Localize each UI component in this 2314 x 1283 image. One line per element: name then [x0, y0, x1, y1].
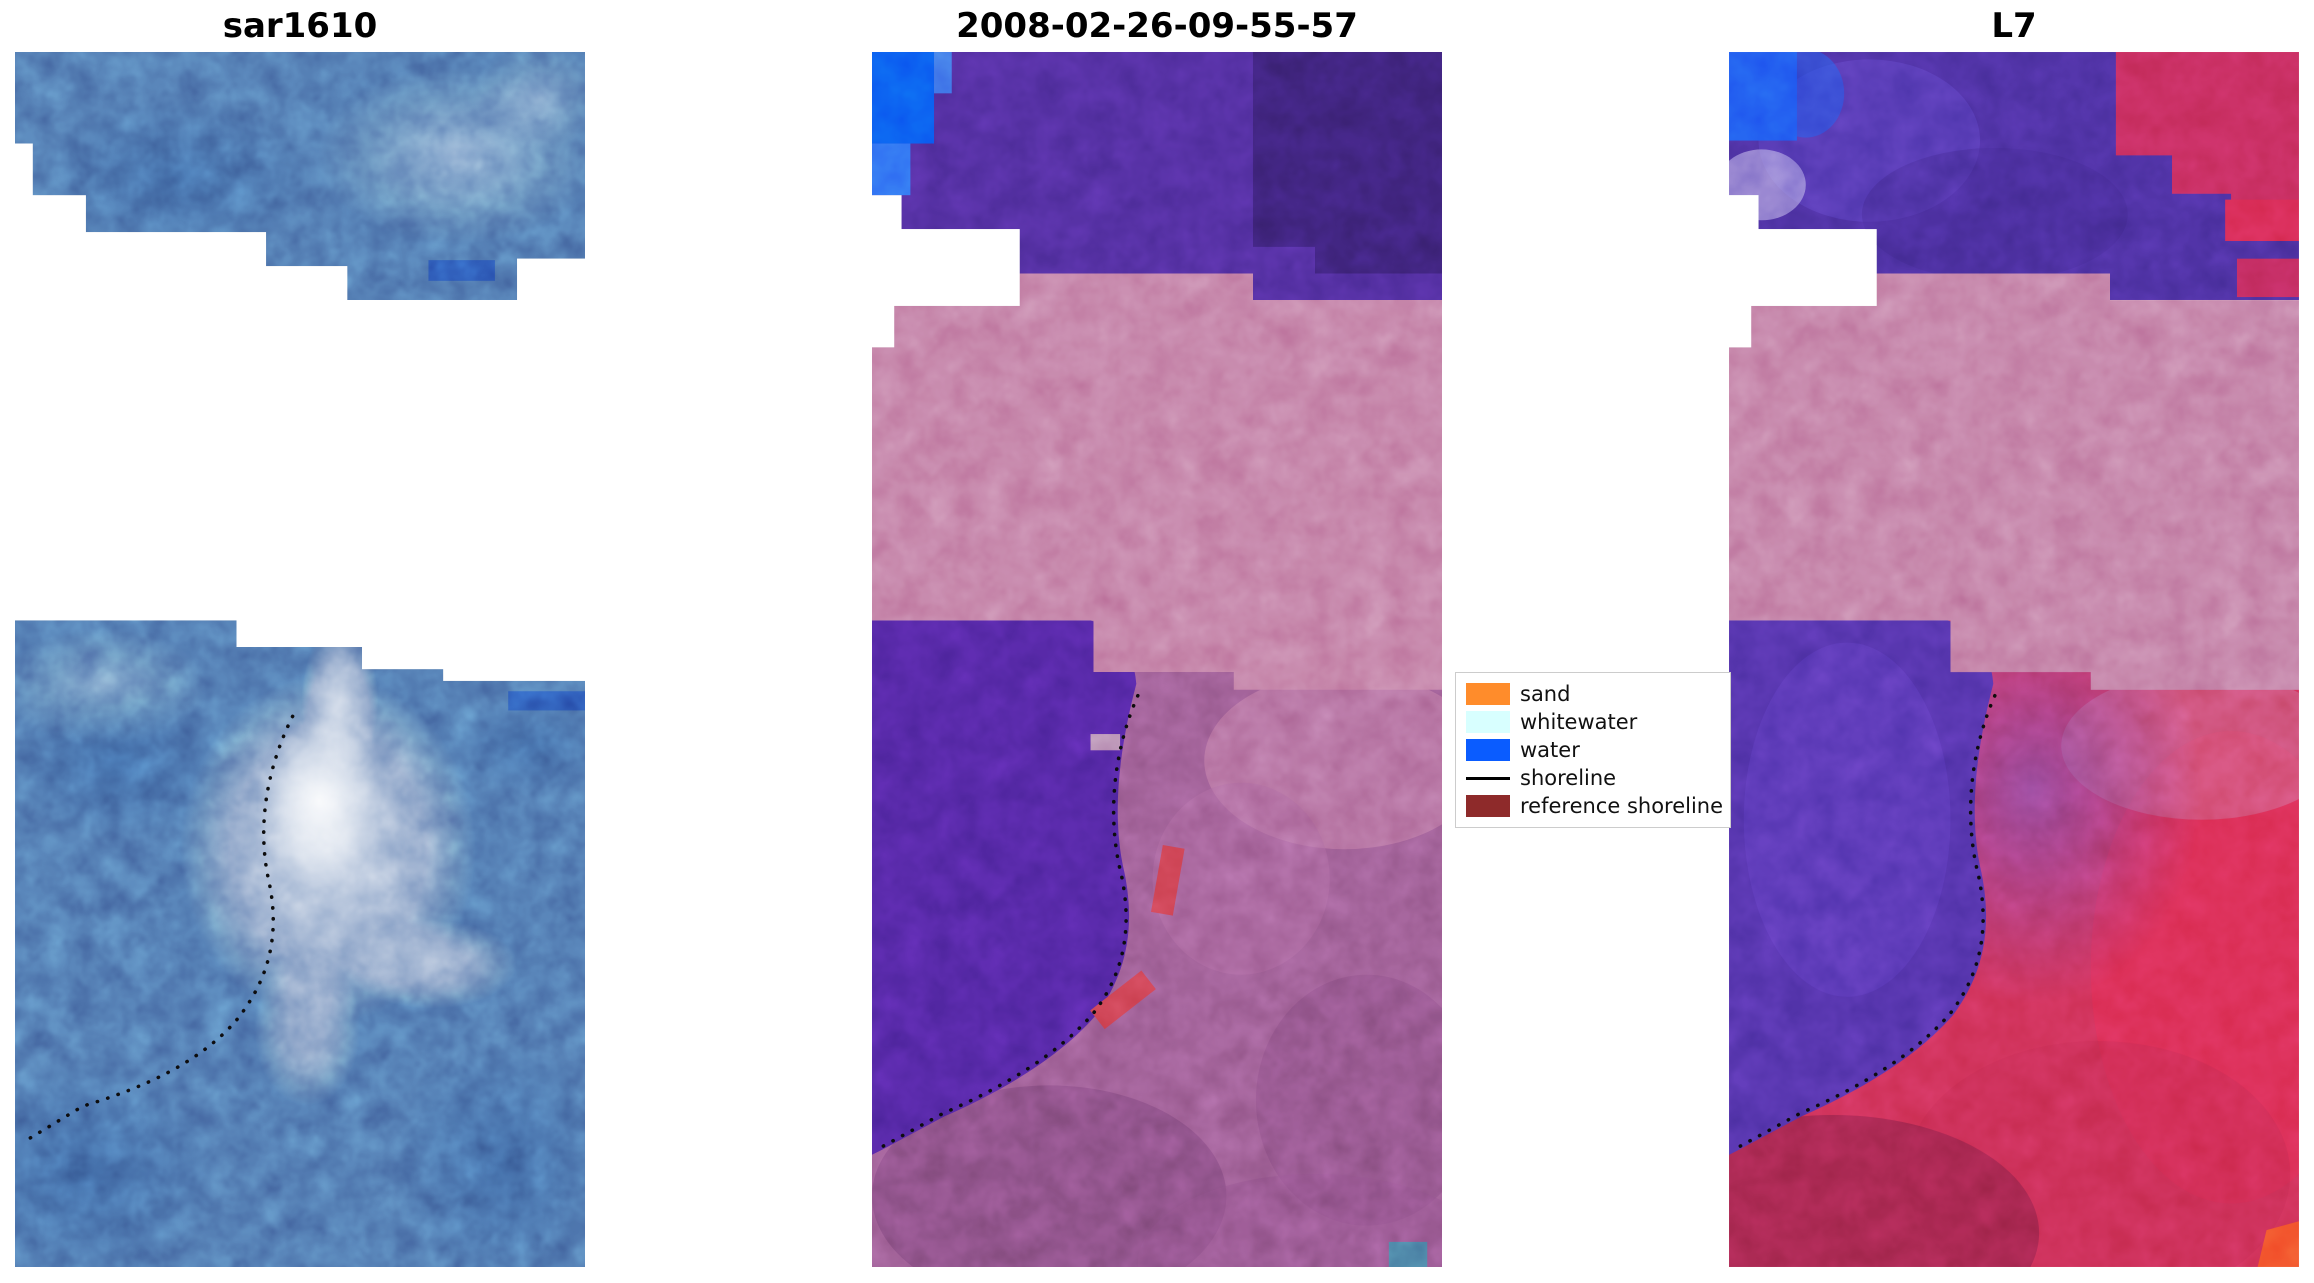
- legend-label-whitewater: whitewater: [1520, 710, 1638, 734]
- whitewater-swatch-icon: [1466, 711, 1510, 733]
- water-swatch-icon: [1466, 739, 1510, 761]
- legend-label-water: water: [1520, 738, 1580, 762]
- sar-panel-image: [15, 52, 585, 1267]
- legend-label-sand: sand: [1520, 682, 1571, 706]
- legend: sand whitewater water shoreline referenc…: [1455, 672, 1731, 828]
- shoreline-line-icon: [1466, 776, 1510, 780]
- legend-item-water: water: [1466, 737, 1720, 763]
- legend-label-shoreline: shoreline: [1520, 766, 1617, 790]
- panel-title-l7: L7: [1991, 6, 2037, 46]
- legend-item-shoreline: shoreline: [1466, 765, 1720, 791]
- reference-shoreline-swatch-icon: [1466, 795, 1510, 817]
- legend-item-whitewater: whitewater: [1466, 709, 1720, 735]
- legend-label-reference-shoreline: reference shoreline: [1520, 794, 1724, 818]
- panel-title-sar1610: sar1610: [222, 6, 378, 46]
- classified-panel-image: [872, 52, 1442, 1267]
- sand-swatch-icon: [1466, 683, 1510, 705]
- legend-item-sand: sand: [1466, 681, 1720, 707]
- l7-panel-image: [1729, 52, 2299, 1267]
- panel-title-date: 2008-02-26-09-55-57: [956, 6, 1358, 46]
- legend-item-reference-shoreline: reference shoreline: [1466, 793, 1724, 819]
